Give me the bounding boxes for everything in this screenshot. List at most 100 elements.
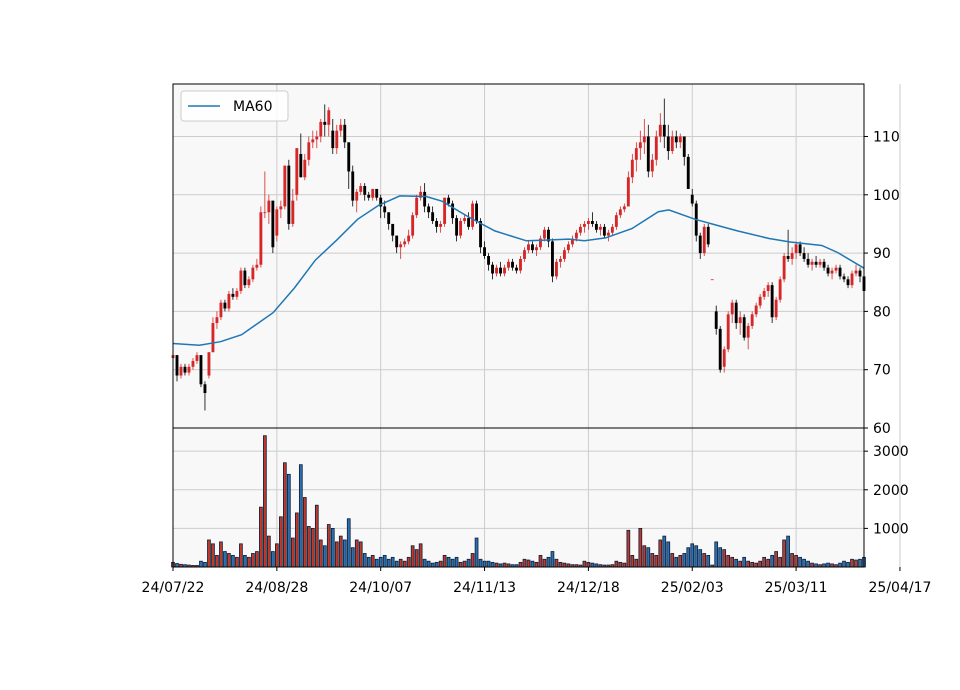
volume-bar (346, 518, 351, 568)
candle-body (251, 267, 255, 280)
volume-bar (414, 549, 419, 568)
volume-bar (247, 556, 251, 568)
ma60-line (172, 195, 865, 346)
candle-body (411, 215, 415, 236)
candle-body (642, 136, 646, 143)
candle-body (586, 221, 590, 224)
candle-body (734, 302, 738, 324)
price-axis: 60 70 80 90 100 110 (864, 129, 900, 437)
volume-bar (518, 561, 523, 568)
price-tick-label: 110 (873, 129, 900, 145)
volume-bar (702, 553, 707, 568)
candle-body (311, 139, 315, 143)
candle-body (323, 121, 327, 125)
volume-bar (846, 561, 850, 568)
candle-body (690, 194, 694, 204)
volume-bars (171, 435, 866, 568)
volume-bar (374, 558, 379, 568)
candle-body (299, 153, 303, 178)
candle-body (235, 290, 239, 297)
candle-body (539, 238, 542, 248)
volume-bar (758, 560, 762, 568)
candle-body (846, 279, 850, 286)
volume-bar (290, 537, 295, 568)
x-tick-label: 24/10/07 (349, 580, 412, 596)
candle-body (363, 186, 367, 195)
candle-body (726, 314, 730, 350)
volume-bar (526, 559, 531, 568)
candle-body (459, 221, 463, 236)
volume-bar (762, 556, 766, 568)
candle-body (451, 203, 455, 219)
volume-bar (326, 524, 331, 568)
candle-body (702, 226, 706, 254)
volume-bar (654, 555, 659, 568)
volume-bar (235, 556, 239, 568)
candle-body (674, 136, 678, 143)
volume-bar (786, 535, 790, 568)
volume-bar (458, 561, 463, 568)
candle-body (515, 267, 518, 271)
candle-body (842, 276, 846, 280)
candle-body (523, 250, 526, 259)
volume-bar (438, 560, 443, 568)
candle-body (790, 253, 794, 259)
volume-bar (394, 560, 399, 568)
candle-body (754, 305, 758, 315)
volume-tick-label: 2000 (873, 483, 909, 499)
volume-bar (638, 527, 643, 568)
volume-bar (730, 556, 735, 568)
candle-body (562, 250, 566, 259)
candle-body (443, 197, 447, 224)
volume-bar (338, 535, 343, 568)
candle-body (678, 136, 682, 143)
volume-bar (199, 560, 203, 568)
candle-body (798, 244, 802, 254)
candle-body (203, 384, 207, 394)
candle-body (199, 355, 203, 385)
candle-body (590, 221, 594, 224)
volume-bar (314, 504, 319, 568)
candle-body (762, 290, 766, 297)
volume-bar (798, 556, 802, 568)
candle-body (758, 296, 762, 306)
candle-body (387, 212, 391, 224)
candle-body (630, 159, 634, 178)
candle-body (810, 261, 814, 265)
candle-body (279, 206, 283, 210)
candle-body (259, 212, 263, 265)
volume-bar (398, 558, 403, 568)
candle-body (267, 200, 271, 213)
volume-bar (714, 541, 719, 568)
volume-bar (630, 555, 635, 568)
candle-body (367, 194, 371, 198)
candle-body (287, 165, 291, 224)
candle-body (646, 136, 650, 172)
volume-bar (746, 560, 751, 568)
volume-bar (318, 539, 323, 568)
volume-bar (674, 556, 679, 568)
candle-body (447, 197, 451, 204)
volume-bar (358, 541, 363, 568)
volume-bar (350, 547, 355, 568)
candle-body (255, 264, 259, 268)
volume-bar (322, 545, 327, 568)
volume-bar (223, 551, 227, 568)
volume-bar (542, 558, 547, 568)
candle-body (263, 212, 267, 214)
candle-body (275, 209, 279, 236)
volume-bar (286, 473, 291, 568)
volume-bar (778, 556, 782, 568)
candle-body (423, 191, 427, 207)
volume-bar (267, 535, 271, 568)
volume-bar (330, 527, 335, 568)
candle-body (511, 261, 514, 268)
candle-body (283, 165, 287, 207)
candle-body (467, 218, 471, 227)
volume-bar (622, 562, 627, 568)
volume-axis: 1000 2000 3000 (864, 444, 909, 537)
candle-body (519, 258, 522, 271)
volume-bar (334, 541, 339, 568)
volume-bar (474, 537, 479, 568)
